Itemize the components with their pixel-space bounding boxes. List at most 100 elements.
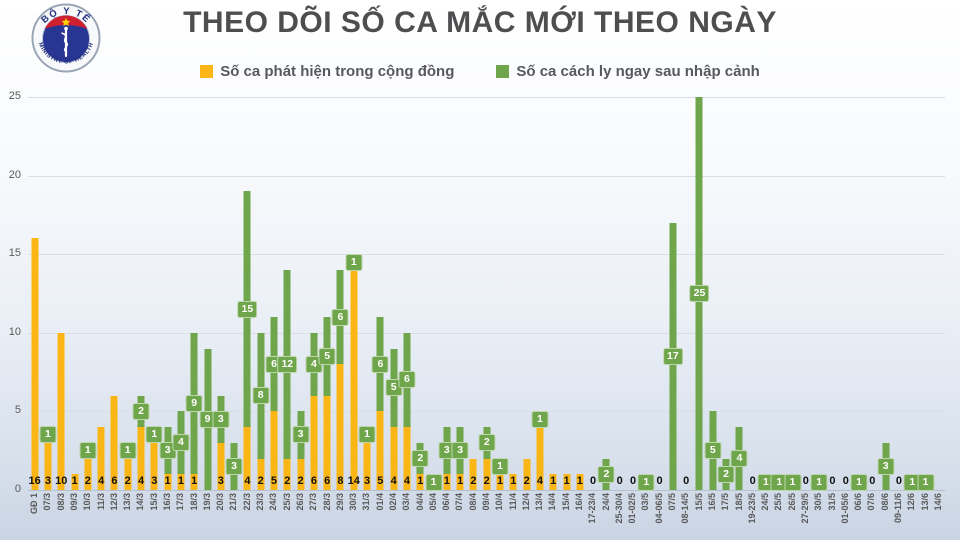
- community-segment: [403, 427, 411, 490]
- x-tick-label-14-3: 14/3: [135, 493, 146, 511]
- community-segment: [390, 427, 398, 490]
- chart-column-21-3: 3: [225, 97, 243, 490]
- community-segment: [31, 238, 39, 490]
- imported-value-label: 1: [145, 426, 163, 444]
- community-value-label: 0: [829, 475, 836, 487]
- community-segment: [44, 442, 52, 490]
- imported-value-label: 1: [358, 426, 376, 444]
- chart-column-08-4: 2: [467, 97, 480, 490]
- x-tick-label-04-4: 04/4: [414, 493, 425, 511]
- chart-column-09-11-6: 0: [892, 97, 905, 490]
- y-tick-label-20: 20: [8, 168, 21, 181]
- chart-column-19-23-5: 0: [746, 97, 759, 490]
- community-value-label: 3: [364, 475, 371, 487]
- legend-item-community: Số ca phát hiện trong cộng đồng: [200, 63, 454, 80]
- stacked-bar: [97, 427, 105, 490]
- imported-value-label: 2: [717, 465, 735, 483]
- x-tick-label-15-4: 15/4: [560, 493, 571, 511]
- community-value-label: 1: [71, 475, 78, 487]
- community-segment: [84, 458, 92, 490]
- chart-column-24-5: 1: [757, 97, 775, 491]
- community-value-label: 1: [576, 475, 583, 487]
- imported-value-label: 6: [331, 308, 349, 326]
- x-axis: GĐ 1 07/3 08/3 09/3 10/3 11/3 12/3 13/3 14/3 15/3…: [28, 493, 945, 540]
- community-segment: [164, 474, 172, 490]
- chart-column-14-4: 1: [547, 97, 560, 490]
- community-value-label: 2: [470, 475, 477, 487]
- community-value-label: 0: [895, 475, 902, 487]
- chart-column-05-4: 1: [425, 97, 443, 491]
- stacked-bar: [270, 317, 278, 490]
- community-value-label: 5: [377, 475, 384, 487]
- community-value-label: 3: [151, 475, 158, 487]
- imported-value-label: 6: [398, 371, 416, 389]
- x-tick-label-09-4: 09/4: [481, 493, 491, 511]
- chart-column-27-29-5: 0: [799, 97, 812, 490]
- chart-column-11-4: 1: [507, 97, 520, 490]
- community-value-label: 1: [191, 475, 198, 487]
- x-tick-label-30-3: 30/3: [348, 493, 359, 511]
- imported-value-label: 1: [850, 473, 868, 491]
- x-tick-label-06-6: 06/6: [853, 493, 864, 511]
- x-tick-label-25-30-4: 25-30/4: [613, 493, 624, 524]
- x-tick-label-15-5: 15/5: [693, 493, 704, 511]
- x-tick-label-08-14-5: 08-14/5: [680, 493, 691, 524]
- community-value-label: 0: [616, 475, 623, 487]
- community-value-label: 0: [656, 475, 663, 487]
- stacked-bar: [350, 254, 358, 490]
- community-segment: [97, 427, 105, 490]
- chart-column-07-6: 0: [866, 97, 879, 490]
- gridline-20: [28, 175, 945, 177]
- community-segment: [443, 474, 451, 490]
- community-value-label: 4: [403, 475, 411, 487]
- community-value-label: 2: [297, 475, 304, 487]
- community-value-label: 3: [217, 475, 224, 487]
- x-tick-label-08-4: 08/4: [467, 493, 478, 511]
- x-tick-label-08-3: 08/3: [55, 493, 66, 511]
- community-segment: [563, 474, 571, 490]
- x-tick-label-17-3: 17/3: [175, 493, 186, 511]
- y-tick-label-5: 5: [14, 404, 21, 417]
- imported-value-label: 1: [917, 473, 935, 491]
- imported-value-label: 5: [318, 347, 336, 365]
- community-value-label: 1: [417, 475, 424, 487]
- imported-value-label: 9: [185, 395, 203, 413]
- community-segment: [469, 458, 477, 490]
- chart-column-24-4: 2: [597, 97, 615, 490]
- community-value-label: 0: [590, 475, 597, 487]
- stacked-bar: [31, 238, 39, 490]
- x-tick-label-20-3: 20/3: [215, 493, 226, 511]
- x-tick-label-21-3: 21/3: [228, 493, 239, 511]
- x-tick-label-16-3: 16/3: [162, 493, 173, 511]
- stacked-bar: [323, 317, 331, 490]
- community-segment: [243, 427, 251, 490]
- x-tick-label-09-3: 09/3: [69, 493, 79, 511]
- x-tick-label-01-4: 01/4: [374, 493, 385, 511]
- community-segment: [57, 332, 65, 490]
- x-tick-label-13-6: 13/6: [919, 493, 930, 511]
- legend-label-imported: Số ca cách ly ngay sau nhập cảnh: [516, 63, 760, 80]
- imported-value-label: 3: [225, 457, 243, 475]
- community-value-label: 0: [842, 475, 849, 487]
- x-tick-label-15-3: 15/3: [148, 493, 159, 511]
- imported-value-label: 9: [199, 410, 216, 428]
- community-value-label: 8: [337, 475, 344, 487]
- chart-column-25-5: 1: [770, 97, 788, 491]
- x-tick-label-25-3: 25/3: [281, 493, 292, 511]
- community-segment: [376, 411, 384, 490]
- community-segment: [297, 458, 305, 490]
- stacked-bar: [576, 474, 584, 490]
- community-segment: [336, 364, 344, 490]
- imported-value-label: 4: [172, 434, 190, 452]
- chart-column-08-14-5: 0: [680, 97, 693, 490]
- x-tick-label-28-3: 28/3: [321, 493, 332, 511]
- legend-label-community: Số ca phát hiện trong cộng đồng: [220, 63, 455, 80]
- y-tick-label-25: 25: [8, 90, 21, 102]
- imported-value-label: 2: [597, 465, 615, 483]
- y-tick-label-0: 0: [14, 483, 21, 495]
- chart-column-12-6: 1: [903, 97, 921, 491]
